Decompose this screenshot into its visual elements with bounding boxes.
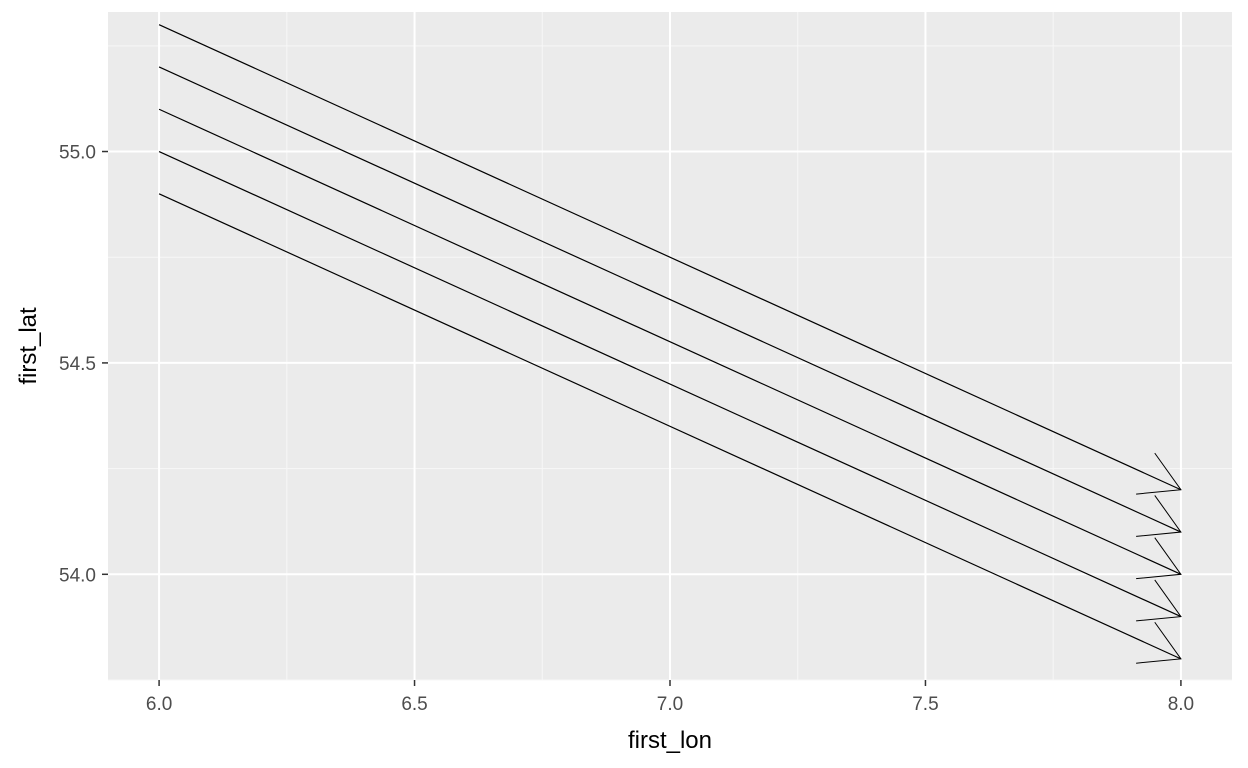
segment-line: [158, 66, 1182, 533]
x-tick-label: 7.5: [912, 694, 938, 715]
segment-arrowhead: [1136, 621, 1182, 664]
x-tick-label: 6.0: [146, 694, 172, 715]
segment-line: [158, 150, 1182, 618]
y-tick-label: 54.5: [59, 354, 96, 375]
segment-arrowhead: [1136, 579, 1182, 622]
segment-arrowhead: [1136, 537, 1182, 580]
segments: [158, 24, 1182, 664]
segment-line: [158, 193, 1182, 660]
segment-line: [158, 108, 1182, 575]
segment-line: [158, 24, 1182, 491]
y-tick-label: 54.0: [59, 565, 96, 586]
grid-major: [108, 12, 1232, 680]
y-axis: 54.0 54.5 55.0: [59, 143, 108, 586]
y-axis-title: first_lat: [15, 307, 42, 385]
segment-arrowhead: [1136, 495, 1182, 537]
x-tick-label: 7.0: [657, 694, 683, 715]
y-tick-label: 55.0: [59, 143, 96, 164]
x-tick-label: 8.0: [1168, 694, 1194, 715]
x-axis-title: first_lon: [628, 727, 712, 754]
x-axis: 6.0 6.5 7.0 7.5 8.0: [146, 680, 1194, 715]
segment-arrowhead: [1136, 452, 1182, 495]
x-tick-label: 6.5: [401, 694, 427, 715]
